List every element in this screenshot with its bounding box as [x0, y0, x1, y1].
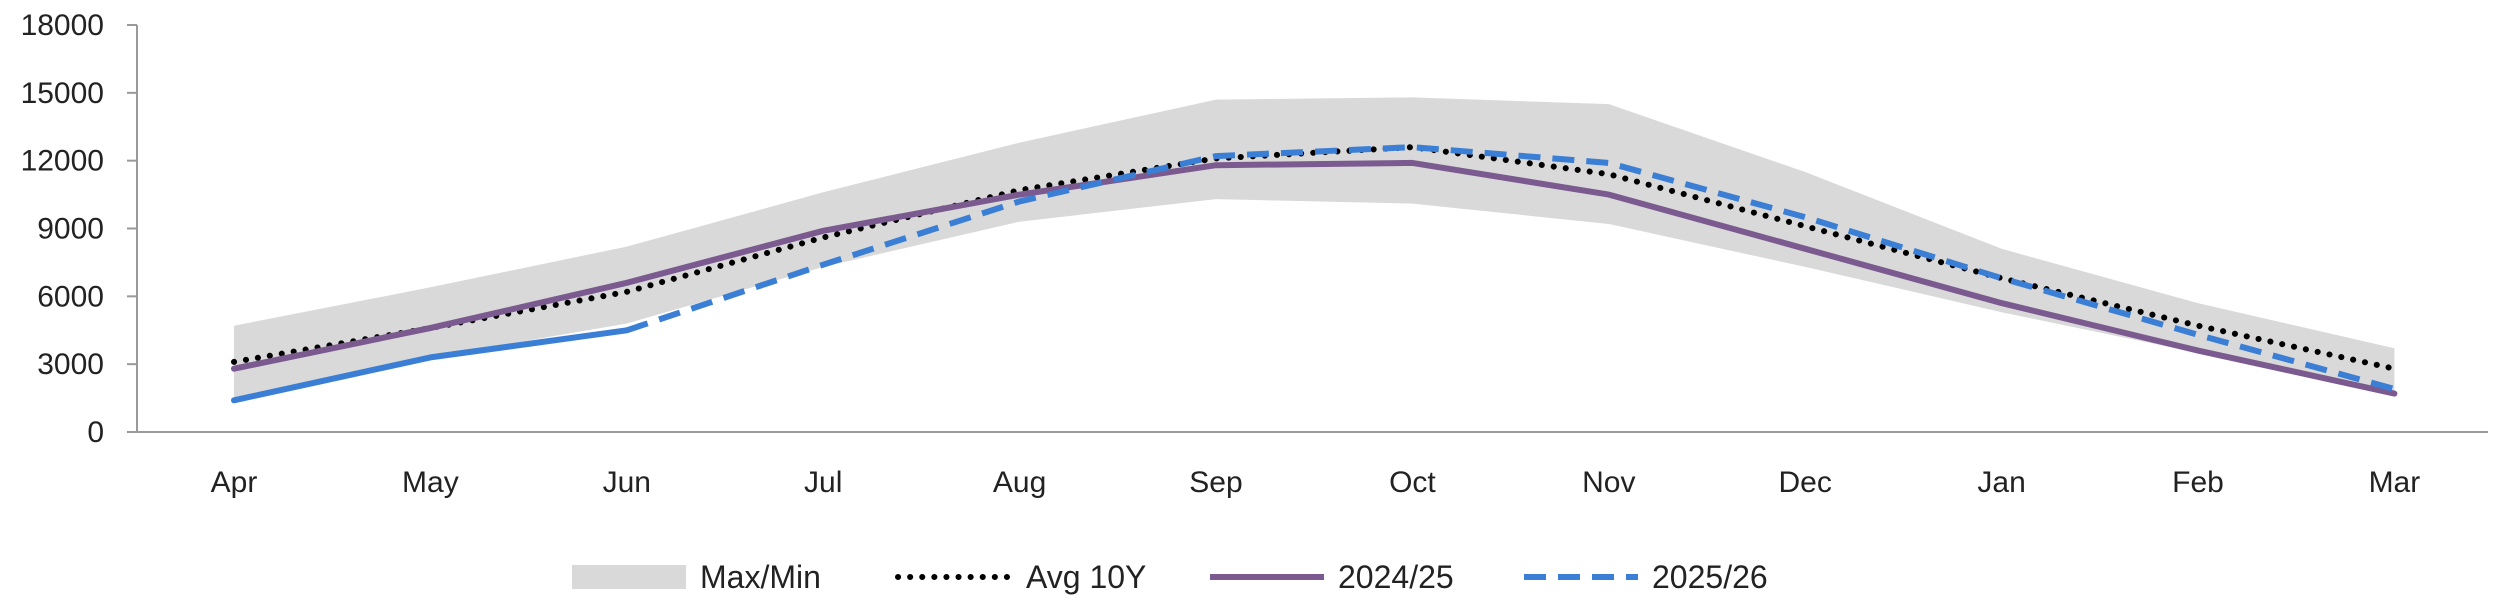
y-tick-label: 12000: [21, 145, 104, 178]
series-line-2024-25: [231, 159, 2398, 397]
y-tick-label: 3000: [37, 348, 104, 381]
x-tick-label: Jan: [1977, 466, 2025, 499]
series-line-2025-26-actual: [231, 327, 630, 404]
x-tick-label: May: [402, 466, 459, 499]
y-tick-label: 18000: [21, 9, 104, 42]
max-min-band: [234, 97, 2395, 399]
y-tick-label: 0: [87, 416, 104, 449]
x-tick-label: Oct: [1389, 466, 1436, 499]
legend-label-2024-25: 2024/25: [1338, 559, 1454, 595]
x-tick-label: Sep: [1189, 466, 1242, 499]
x-tick-label: Mar: [2369, 466, 2421, 499]
x-tick-label: Nov: [1582, 466, 1635, 499]
legend-label-avg-10y: Avg 10Y: [1026, 559, 1146, 595]
x-tick-label: Apr: [211, 466, 258, 499]
y-tick-label: 9000: [37, 213, 104, 246]
y-tick-label: 15000: [21, 77, 104, 110]
series-line-avg-10y: [231, 144, 2398, 372]
series-line-2025-26-forecast: [625, 144, 2396, 392]
x-tick-label: Feb: [2172, 466, 2224, 499]
x-tick-label: Jun: [603, 466, 651, 499]
legend-label-max-min: Max/Min: [700, 559, 821, 595]
legend-label-2025-26: 2025/26: [1652, 559, 1768, 595]
y-tick-label: 6000: [37, 280, 104, 313]
legend-swatch-max-min: [572, 565, 686, 589]
x-tick-label: Jul: [804, 466, 842, 499]
x-tick-label: Dec: [1779, 466, 1832, 499]
x-tick-label: Aug: [993, 466, 1046, 499]
